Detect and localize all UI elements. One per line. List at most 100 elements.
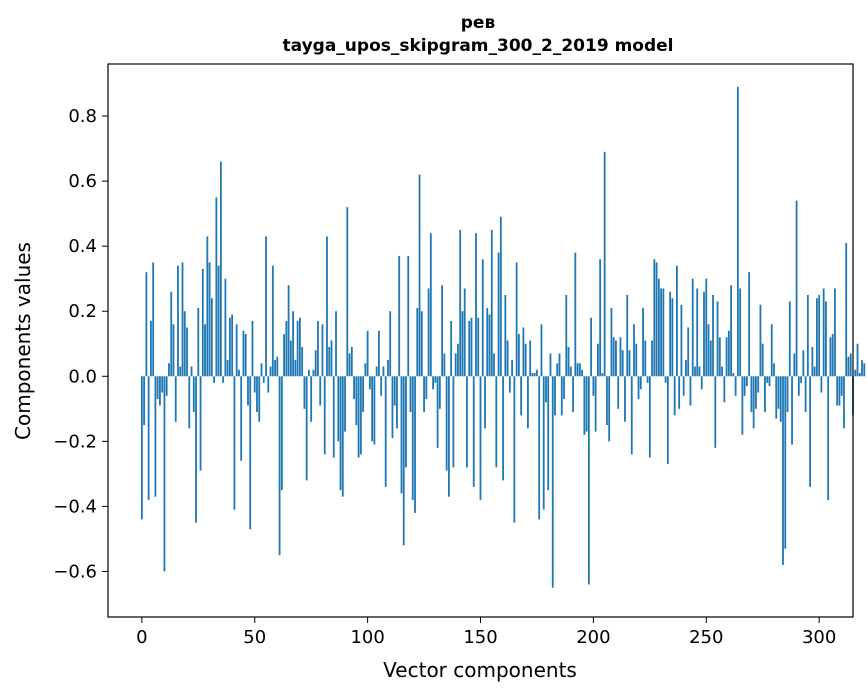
bar xyxy=(725,337,728,377)
bar xyxy=(265,236,267,377)
bar xyxy=(825,301,827,377)
bar xyxy=(831,333,834,377)
bar xyxy=(653,259,656,377)
bar xyxy=(199,376,202,471)
bar xyxy=(348,353,351,377)
bar xyxy=(531,373,534,377)
bar xyxy=(863,363,866,377)
bar xyxy=(378,330,380,377)
bar xyxy=(346,207,349,377)
bar xyxy=(472,376,475,487)
bar xyxy=(438,376,441,409)
bar xyxy=(186,327,188,377)
bar xyxy=(140,376,143,520)
x-tick-label: 150 xyxy=(463,627,497,648)
bar xyxy=(213,376,216,383)
bar xyxy=(143,376,146,426)
bar xyxy=(197,307,200,377)
bar xyxy=(459,229,462,377)
bar xyxy=(736,86,739,377)
bar xyxy=(694,366,696,377)
bar xyxy=(592,376,595,396)
x-tick-label: 100 xyxy=(350,627,384,648)
bar xyxy=(247,376,249,406)
bar xyxy=(362,376,365,413)
bar xyxy=(224,278,227,377)
bar xyxy=(698,366,701,377)
bar xyxy=(603,151,606,377)
bar xyxy=(341,376,344,497)
bar xyxy=(739,288,742,377)
bar xyxy=(615,340,617,377)
bar xyxy=(556,363,559,377)
bar xyxy=(159,376,161,406)
bar xyxy=(797,376,800,396)
x-tick-label: 200 xyxy=(576,627,610,648)
bar xyxy=(425,376,428,400)
bar xyxy=(705,278,708,377)
bar xyxy=(420,311,423,377)
bar xyxy=(838,376,841,406)
bar xyxy=(183,311,186,377)
bar xyxy=(587,376,590,585)
bar xyxy=(599,259,602,377)
y-tick-label: 0.4 xyxy=(68,236,97,257)
bar xyxy=(310,376,313,422)
bar xyxy=(161,376,164,393)
bar xyxy=(748,272,751,377)
bar xyxy=(773,363,775,377)
bar xyxy=(804,376,807,413)
bar xyxy=(861,360,863,377)
bar xyxy=(251,320,254,377)
bar xyxy=(326,236,328,377)
bar xyxy=(402,376,405,546)
bar xyxy=(353,376,355,400)
bar xyxy=(321,324,324,377)
bar xyxy=(208,262,211,377)
bar xyxy=(170,291,173,377)
bar xyxy=(730,285,732,377)
bar xyxy=(511,360,514,377)
bar xyxy=(219,161,222,377)
bar xyxy=(359,376,362,455)
chart-title: рев xyxy=(461,13,496,33)
bar xyxy=(391,376,394,439)
bar xyxy=(328,347,331,377)
bar xyxy=(716,301,719,377)
bar xyxy=(703,291,705,377)
bar xyxy=(323,376,326,455)
chart-subtitle: tayga_upos_skipgram_300_2_2019 model xyxy=(283,36,674,56)
x-tick-label: 250 xyxy=(689,627,723,648)
bar xyxy=(554,376,556,416)
y-tick-label: 0.6 xyxy=(68,171,97,192)
bar xyxy=(287,285,290,377)
bar xyxy=(393,376,396,406)
bar xyxy=(344,376,346,432)
bar xyxy=(538,376,541,520)
bar xyxy=(755,376,757,409)
bar xyxy=(576,363,579,377)
bar xyxy=(651,340,653,377)
bar xyxy=(181,262,184,377)
bar xyxy=(387,360,389,377)
y-tick-label: −0.2 xyxy=(53,431,97,452)
bar xyxy=(432,376,434,390)
bar xyxy=(594,376,597,432)
bar xyxy=(536,369,538,377)
bar xyxy=(775,376,778,419)
bar xyxy=(770,324,773,377)
bar xyxy=(707,324,710,377)
bar xyxy=(845,242,848,377)
bar xyxy=(547,376,550,491)
bar xyxy=(249,376,252,530)
bar xyxy=(195,376,197,523)
bar xyxy=(818,294,821,377)
bar xyxy=(540,324,543,377)
bar xyxy=(280,376,283,491)
bar xyxy=(727,330,730,377)
bar xyxy=(468,320,471,377)
bar xyxy=(294,360,297,377)
bar xyxy=(233,376,236,510)
bar xyxy=(177,265,179,377)
